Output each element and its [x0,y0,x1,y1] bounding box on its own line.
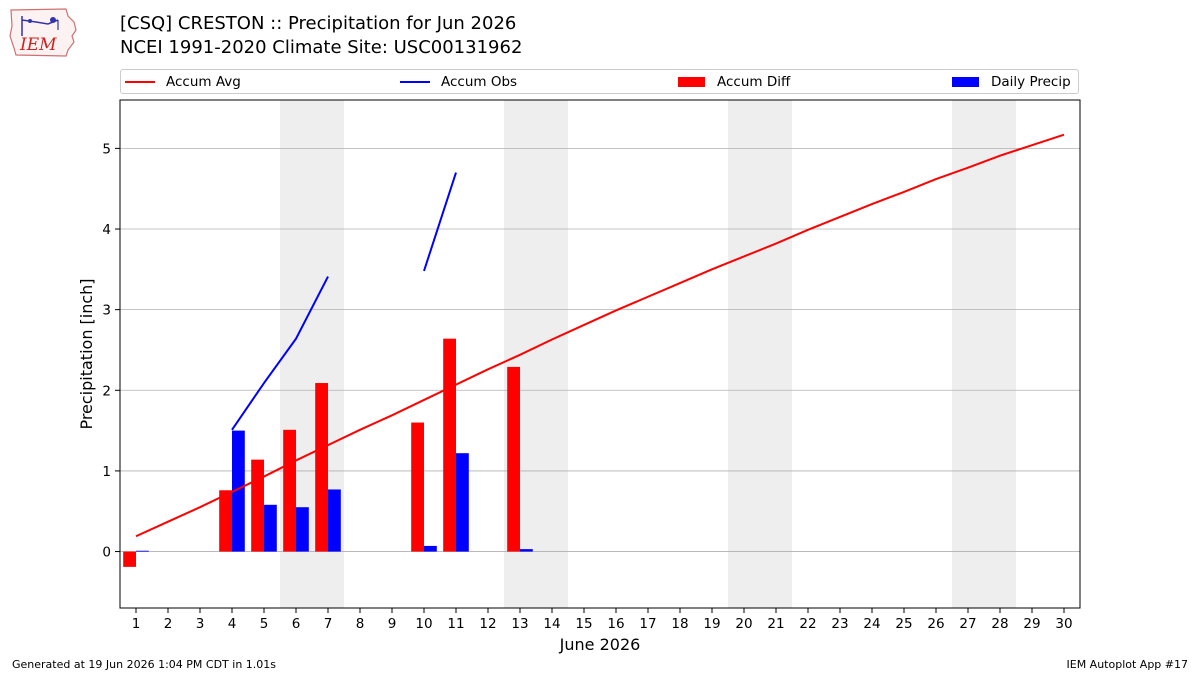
chart-title: [CSQ] CRESTON :: Precipitation for Jun 2… [120,13,517,34]
x-tick-label: 21 [767,616,784,632]
chart-subtitle: NCEI 1991-2020 Climate Site: USC00131962 [120,37,523,58]
bar-accum-diff [251,459,264,552]
y-tick-label: 5 [102,141,111,157]
legend-item-accum-avg: Accum Avg [125,70,241,93]
bar-accum-diff [507,366,520,552]
x-tick-label: 28 [991,616,1008,632]
line-accum-obs [231,276,329,431]
x-tick-label: 30 [1055,616,1072,632]
line-accum-obs [423,172,457,272]
x-tick-label: 18 [671,616,688,632]
x-tick-label: 14 [543,616,560,632]
x-tick-label: 25 [895,616,912,632]
x-tick-label: 12 [479,616,496,632]
iem-logo: IEM [8,6,80,58]
y-tick-label: 0 [102,545,111,561]
x-tick-label: 26 [927,616,944,632]
y-axis-ticks: 0 1 2 3 4 5 [102,141,120,561]
bar-accum-diff [443,338,456,552]
legend-item-accum-diff: Accum Diff [678,70,790,93]
x-tick-label: 17 [639,616,656,632]
y-tick-label: 2 [102,383,111,399]
legend-item-accum-obs: Accum Obs [400,70,517,93]
x-tick-label: 11 [447,616,464,632]
x-tick-label: 27 [959,616,976,632]
bar-daily-precip [136,550,149,552]
legend-label-accum-obs: Accum Obs [441,73,518,90]
x-tick-label: 13 [511,616,528,632]
footer-generated: Generated at 19 Jun 2026 1:04 PM CDT in … [12,658,277,671]
x-tick-label: 2 [164,616,173,632]
y-axis-label: Precipitation [inch] [77,278,96,429]
bar-daily-precip [456,453,469,552]
bar-accum-diff [411,422,424,552]
x-axis-ticks: 1 2 3 4 5 6 7 8 9 10 11 12 13 14 15 16 17 18 19 20 21 22 23 24 2… [132,608,1073,632]
x-tick-label: 1 [132,616,141,632]
weekend-band [728,100,792,608]
y-tick-label: 3 [102,303,111,319]
legend-swatch-daily-precip [952,76,979,87]
x-tick-label: 15 [575,616,592,632]
bar-accum-diff [123,551,136,567]
y-tick-label: 1 [102,464,111,480]
bar-daily-precip [520,549,533,552]
bar-daily-precip [232,430,245,552]
x-tick-label: 10 [415,616,432,632]
x-tick-label: 29 [1023,616,1040,632]
legend-item-daily-precip: Daily Precip [952,70,1071,93]
bar-daily-precip [328,489,341,552]
legend-swatch-accum-avg [125,80,155,83]
legend-label-accum-avg: Accum Avg [166,73,241,90]
x-tick-label: 6 [292,616,301,632]
legend-label-accum-diff: Accum Diff [717,73,791,90]
x-tick-label: 22 [799,616,816,632]
x-axis-label: June 2026 [559,635,641,654]
bar-accum-diff [283,429,296,552]
bar-accum-diff [315,383,328,552]
line-accum-avg [135,133,1065,538]
weekend-band [952,100,1016,608]
legend-swatch-accum-diff [678,76,705,87]
legend: Accum Avg Accum Obs Accum Diff Daily Pre… [120,69,1079,94]
legend-label-daily-precip: Daily Precip [991,73,1071,90]
logo-text: IEM [19,35,57,55]
bar-accum-diff [219,490,232,552]
x-tick-label: 24 [863,616,880,632]
x-tick-label: 9 [388,616,397,632]
x-tick-label: 4 [228,616,237,632]
bar-daily-precip [424,545,437,552]
x-tick-label: 8 [356,616,365,632]
footer-app: IEM Autoplot App #17 [1066,658,1189,671]
x-tick-label: 16 [607,616,624,632]
x-tick-label: 7 [324,616,333,632]
bar-daily-precip [264,504,277,552]
gridlines [120,147,1080,552]
bars [123,338,533,567]
legend-swatch-accum-obs [400,80,430,83]
lines [135,133,1065,538]
x-tick-label: 5 [260,616,269,632]
x-tick-label: 20 [735,616,752,632]
bar-daily-precip [296,507,309,552]
y-tick-label: 4 [102,222,111,238]
iem-iowa-logo-icon: IEM [9,8,77,57]
weekend-shading [280,100,1016,608]
x-tick-label: 23 [831,616,848,632]
plot-area-frame [119,99,1081,609]
x-tick-label: 19 [703,616,720,632]
x-tick-label: 3 [196,616,205,632]
